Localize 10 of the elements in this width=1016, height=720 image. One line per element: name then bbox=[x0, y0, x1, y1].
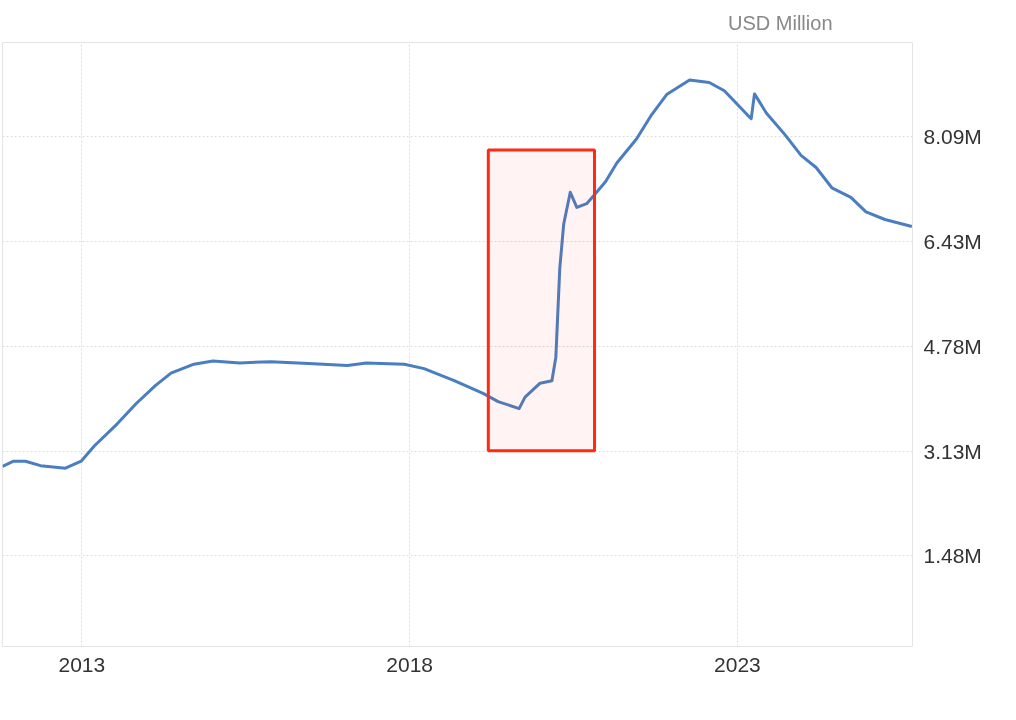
y-tick-label: 3.13M bbox=[923, 439, 982, 463]
y-tick-label: 6.43M bbox=[923, 230, 982, 254]
y-tick-label: 8.09M bbox=[923, 124, 982, 148]
x-tick-label: 2013 bbox=[58, 652, 106, 676]
x-tick-label: 2018 bbox=[386, 652, 433, 676]
line-series bbox=[2, 78, 913, 470]
x-tick-label: 2023 bbox=[714, 652, 761, 676]
y-tick-label: 4.78M bbox=[923, 334, 982, 358]
y-axis-title: USD Million bbox=[728, 11, 833, 34]
y-tick-label: 1.48M bbox=[923, 544, 982, 568]
